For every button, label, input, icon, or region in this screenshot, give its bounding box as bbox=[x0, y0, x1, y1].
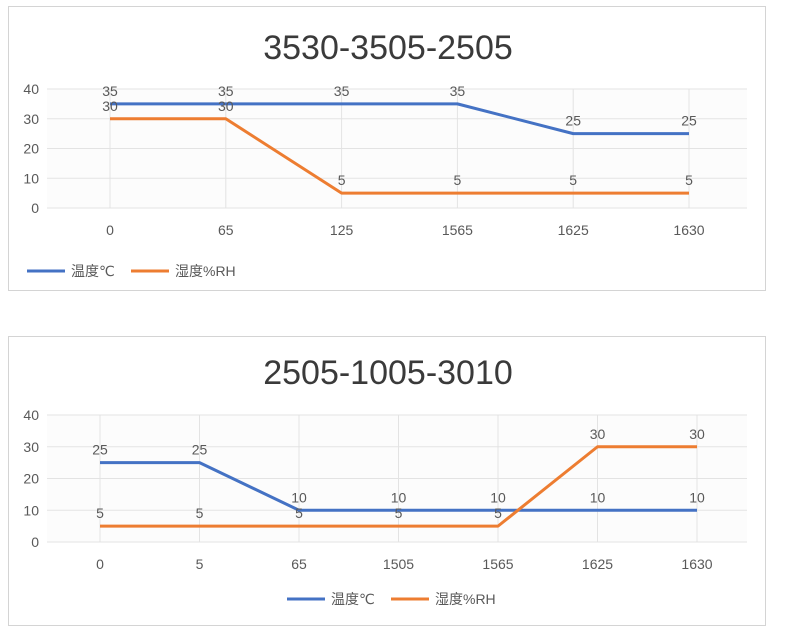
data-label: 25 bbox=[92, 442, 108, 458]
line-chart-1: 3530-3505-2505 0 10 20 30 40 0 65 125 1565 1625 163… bbox=[23, 29, 747, 279]
data-label: 25 bbox=[681, 113, 697, 129]
chart-title: 3530-3505-2505 bbox=[263, 29, 513, 67]
data-label: 5 bbox=[196, 505, 204, 521]
data-label: 30 bbox=[102, 98, 118, 114]
data-label: 10 bbox=[291, 489, 307, 505]
x-tick-label: 0 bbox=[96, 556, 104, 572]
x-tick-label: 1630 bbox=[681, 556, 712, 572]
x-tick-label: 1565 bbox=[482, 556, 513, 572]
y-tick-label: 30 bbox=[23, 439, 39, 455]
data-label: 5 bbox=[685, 172, 693, 188]
x-tick-label: 1565 bbox=[442, 222, 473, 238]
data-label: 30 bbox=[218, 98, 234, 114]
y-tick-label: 20 bbox=[23, 471, 39, 487]
series-line-2 bbox=[110, 117, 689, 195]
line-chart-2: 2505-1005-3010 0 10 20 30 40 0 5 65 1505 1565 1625 1… bbox=[23, 354, 747, 607]
data-label: 5 bbox=[295, 505, 303, 521]
y-tick-label: 10 bbox=[23, 170, 39, 186]
y-tick-label: 20 bbox=[23, 141, 39, 157]
y-tick-label: 0 bbox=[31, 534, 39, 550]
chart-panel-1: 3530-3505-2505 0 10 20 30 40 0 65 125 1565 1625 163… bbox=[8, 6, 766, 291]
x-tick-label: 1625 bbox=[558, 222, 589, 238]
x-tick-label: 5 bbox=[196, 556, 204, 572]
x-tick-label: 65 bbox=[218, 222, 234, 238]
data-label: 35 bbox=[450, 83, 466, 99]
series-line-1 bbox=[110, 102, 689, 136]
data-label: 5 bbox=[395, 505, 403, 521]
y-tick-label: 0 bbox=[31, 200, 39, 216]
data-label: 5 bbox=[569, 172, 577, 188]
chart-title: 2505-1005-3010 bbox=[263, 354, 513, 392]
data-label: 30 bbox=[590, 426, 606, 442]
data-label: 10 bbox=[391, 489, 407, 505]
data-label: 30 bbox=[689, 426, 705, 442]
legend-label: 湿度%RH bbox=[175, 263, 236, 279]
data-label: 5 bbox=[96, 505, 104, 521]
data-label: 5 bbox=[454, 172, 462, 188]
y-tick-label: 30 bbox=[23, 111, 39, 127]
data-label: 10 bbox=[689, 489, 705, 505]
data-label: 5 bbox=[494, 505, 502, 521]
data-label: 10 bbox=[590, 489, 606, 505]
legend-label: 温度℃ bbox=[71, 263, 115, 279]
data-label: 25 bbox=[565, 113, 581, 129]
legend-label: 温度℃ bbox=[331, 591, 375, 607]
x-tick-label: 1505 bbox=[383, 556, 414, 572]
x-tick-label: 125 bbox=[330, 222, 354, 238]
x-tick-label: 65 bbox=[291, 556, 307, 572]
y-tick-label: 10 bbox=[23, 502, 39, 518]
chart-panel-2: 2505-1005-3010 0 10 20 30 40 0 5 65 1505 1565 1625 1… bbox=[8, 336, 766, 626]
data-label: 10 bbox=[490, 489, 506, 505]
x-tick-label: 1630 bbox=[673, 222, 704, 238]
data-label: 35 bbox=[218, 83, 234, 99]
y-tick-label: 40 bbox=[23, 407, 39, 423]
data-label: 25 bbox=[192, 442, 208, 458]
y-tick-label: 40 bbox=[23, 81, 39, 97]
data-label: 5 bbox=[338, 172, 346, 188]
series-line-2 bbox=[100, 445, 697, 528]
x-tick-label: 0 bbox=[106, 222, 114, 238]
series-line-1 bbox=[100, 461, 697, 512]
data-label: 35 bbox=[102, 83, 118, 99]
legend-label: 湿度%RH bbox=[435, 591, 496, 607]
data-label: 35 bbox=[334, 83, 350, 99]
x-tick-label: 1625 bbox=[582, 556, 613, 572]
